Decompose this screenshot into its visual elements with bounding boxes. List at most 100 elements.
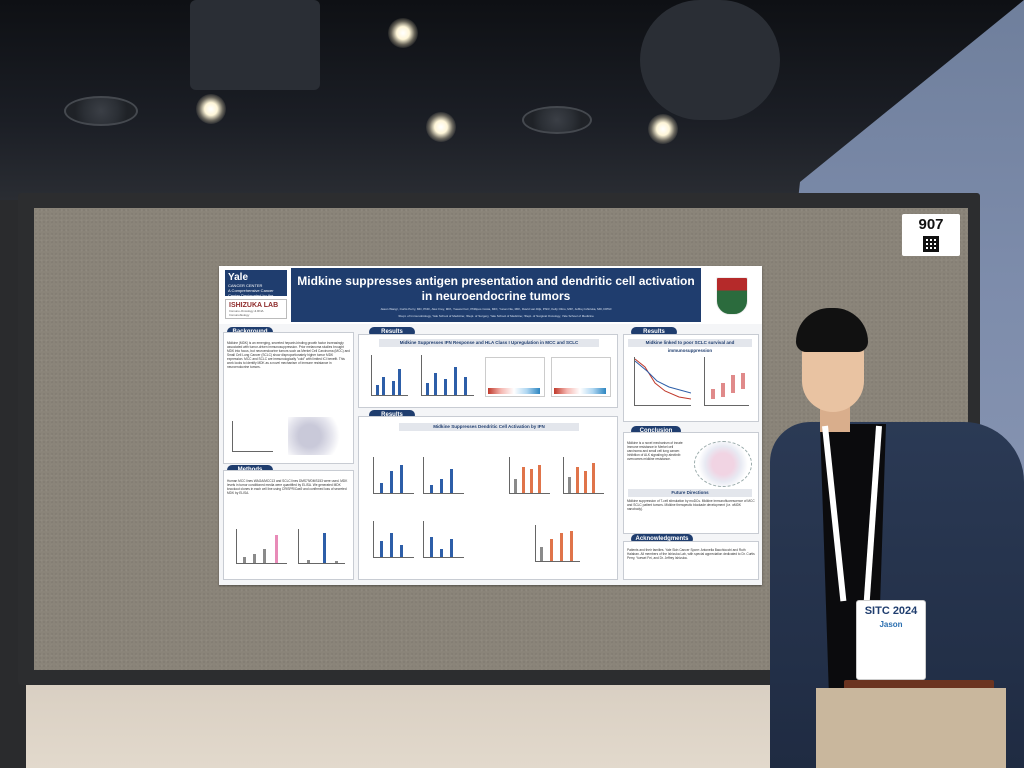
bar — [514, 479, 517, 493]
bar — [721, 383, 725, 397]
acknowledgments-heading: Acknowledgments — [631, 534, 693, 544]
dendritic-cell-panel: Midkine Suppresses Dendritic Cell Activa… — [358, 416, 618, 580]
bar — [530, 469, 533, 493]
ceiling-vent — [64, 96, 138, 126]
dc-chart — [535, 525, 580, 562]
bar — [263, 549, 266, 563]
bar — [550, 539, 553, 561]
bar — [307, 560, 310, 563]
background-panel: Midkine (MDK) is an emerging, secreted h… — [223, 332, 354, 464]
poster-authors: Jason Wang¹, Curtis Perry, MD, PhD¹, Ale… — [380, 307, 612, 311]
bar — [440, 479, 443, 493]
bar — [430, 485, 433, 493]
conclusion-panel: Midkine is a novel mechanism of innate i… — [623, 432, 759, 534]
gsea-heatmap — [488, 388, 540, 394]
results-heading: Results — [631, 327, 677, 337]
hair — [796, 308, 868, 352]
ishizuka-lab-logo: ISHIZUKA LAB Immuno-Oncology & RNA Immun… — [225, 299, 287, 319]
bar — [382, 377, 385, 395]
ifn-gsea-plot — [551, 357, 611, 397]
ack-text: Patients and their families. Yale Skin C… — [627, 548, 755, 560]
bar — [584, 471, 587, 493]
badge-name: Jason — [879, 620, 903, 629]
bar — [243, 557, 246, 563]
bar — [390, 471, 393, 493]
ceiling-light — [388, 18, 418, 48]
conclusion-diagram — [694, 441, 752, 487]
bar — [430, 537, 433, 557]
ifn-gsea-plot — [485, 357, 545, 397]
bar — [560, 533, 563, 561]
ceiling-duct — [640, 0, 780, 120]
bar — [392, 381, 395, 395]
bar — [454, 367, 457, 395]
conclusion-text: Midkine is a novel mechanism of innate i… — [627, 441, 683, 461]
bar — [731, 375, 735, 393]
bar — [335, 561, 338, 563]
survival-subhead: Midkine linked to poor SCLC survival and… — [628, 339, 752, 353]
poster-affiliations: ¹Dept. of Immunobiology, Yale School of … — [398, 314, 594, 318]
bar — [450, 539, 453, 557]
poster-title-band: Midkine suppresses antigen presentation … — [291, 268, 701, 322]
bar — [538, 465, 541, 493]
bar — [253, 554, 256, 563]
survival-curve — [634, 357, 692, 406]
bar — [592, 463, 595, 493]
results-heading: Results — [369, 410, 415, 420]
booth-number: 907 — [918, 216, 944, 233]
bar — [741, 373, 745, 389]
ifn-chart-dms — [371, 355, 408, 396]
bar — [426, 383, 429, 395]
methods-panel: Human MCC lines WAGA/MCC13 and SCLC line… — [223, 470, 354, 580]
name-badge: SITC 2024 Jason — [856, 600, 926, 680]
poster-header: Yale CANCER CENTER A Comprehensive Cance… — [219, 266, 762, 324]
dc-chart — [423, 521, 464, 558]
dc-chart — [373, 521, 414, 558]
survival-panel: Midkine linked to poor SCLC survival and… — [623, 334, 759, 422]
bar — [568, 477, 571, 493]
ceiling-vent — [522, 106, 592, 134]
bar — [390, 533, 393, 557]
presenter: SITC 2024 Jason — [760, 300, 1024, 768]
bar — [400, 465, 403, 493]
kaplan-meier-plot — [634, 358, 692, 400]
ceiling-duct — [190, 0, 320, 90]
bar — [711, 389, 715, 399]
bar — [450, 469, 453, 493]
badge-event: SITC 2024 — [864, 605, 918, 617]
dc-chart — [509, 457, 550, 494]
ifn-subhead: Midkine Suppresses IFN Response and HLA … — [379, 339, 599, 347]
logo-name: Yale — [228, 272, 249, 283]
bar — [576, 467, 579, 493]
future-directions-heading: Future Directions — [628, 489, 752, 497]
bar — [464, 377, 467, 395]
ceiling — [0, 0, 1024, 200]
dc-chart — [563, 457, 604, 494]
poster-title: Midkine suppresses antigen presentation … — [297, 274, 695, 303]
conclusion-heading: Conclusion — [631, 426, 681, 436]
lab-name: ISHIZUKA LAB — [229, 302, 279, 309]
dc-subhead: Midkine Suppresses Dendritic Cell Activa… — [399, 423, 579, 431]
bar — [380, 541, 383, 557]
methods-chart-elisa — [236, 529, 287, 564]
methods-text: Human MCC lines WAGA/MCC13 and SCLC line… — [227, 479, 348, 495]
logo-unit: CANCER CENTER — [228, 283, 263, 288]
bar — [380, 483, 383, 493]
acknowledgments-panel: Patients and their families. Yale Skin C… — [623, 541, 759, 580]
yale-medicine-shield-icon — [716, 277, 748, 315]
gsea-heatmap — [554, 388, 606, 394]
survival-boxplot — [704, 357, 749, 406]
bar — [323, 533, 326, 563]
bar — [400, 545, 403, 557]
yale-cancer-center-logo: Yale CANCER CENTER A Comprehensive Cance… — [225, 270, 287, 303]
background-figure-a — [232, 421, 273, 452]
background-text: Midkine (MDK) is an emerging, secreted h… — [227, 341, 350, 369]
bar — [444, 379, 447, 395]
qr-code-icon — [923, 236, 939, 252]
bar — [570, 531, 573, 561]
lab-tagline: Immuno-Oncology & RNA Immunobiology — [229, 309, 264, 317]
bar — [398, 369, 401, 395]
bar — [540, 547, 543, 561]
ceiling-light — [648, 114, 678, 144]
bar — [376, 385, 379, 395]
